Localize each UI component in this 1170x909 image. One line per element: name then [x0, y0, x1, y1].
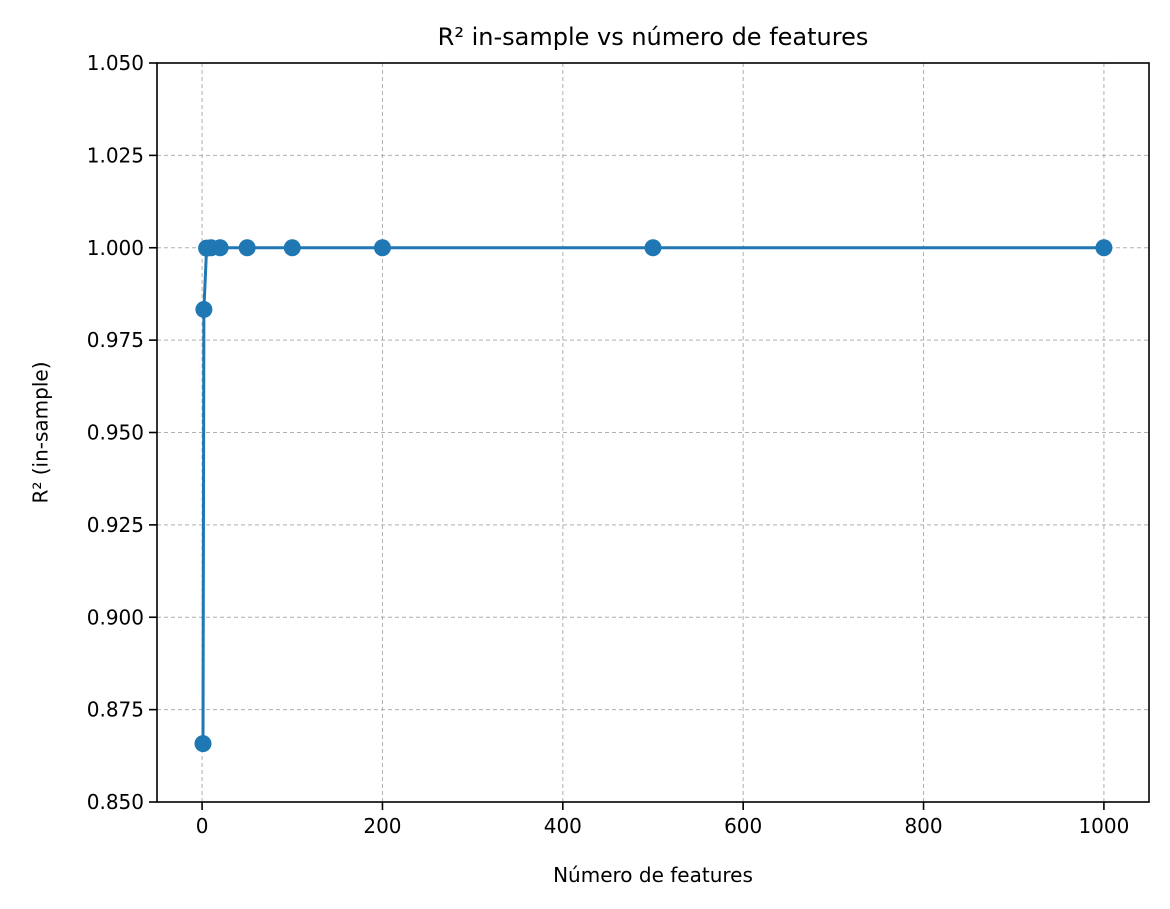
- x-tick-label: 400: [544, 814, 582, 838]
- y-tick-label: 1.050: [87, 51, 144, 75]
- x-tick-label: 800: [904, 814, 942, 838]
- x-tick-label: 0: [196, 814, 209, 838]
- y-axis: 0.850 0.875 0.900 0.925 0.950 0.975 1.000 1.025…: [87, 51, 157, 814]
- y-tick-label: 1.000: [87, 236, 144, 260]
- chart-title: R² in-sample vs número de features: [438, 23, 869, 51]
- y-tick-label: 0.850: [87, 790, 144, 814]
- x-tick-label: 600: [724, 814, 762, 838]
- x-axis-title: Número de features: [553, 863, 753, 887]
- data-point: [194, 735, 212, 753]
- series-line: [201, 246, 1104, 744]
- y-tick-label: 0.875: [87, 698, 144, 722]
- data-point: [644, 239, 662, 257]
- y-tick-label: 1.025: [87, 143, 144, 167]
- data-point: [283, 239, 301, 257]
- x-tick-label: 200: [363, 814, 401, 838]
- data-point: [211, 239, 229, 257]
- y-tick-label: 0.925: [87, 513, 144, 537]
- data-point: [238, 239, 256, 257]
- y-tick-label: 0.975: [87, 328, 144, 352]
- data-point: [1095, 239, 1113, 257]
- y-tick-label: 0.950: [87, 421, 144, 445]
- x-tick-label: 1000: [1078, 814, 1129, 838]
- y-tick-label: 0.900: [87, 605, 144, 629]
- series-layer: [194, 239, 1113, 753]
- x-axis: 0 200 400 600 800 1000: [196, 802, 1129, 838]
- y-axis-title: R² (in-sample): [29, 361, 53, 503]
- data-point: [195, 300, 213, 318]
- data-point: [373, 239, 391, 257]
